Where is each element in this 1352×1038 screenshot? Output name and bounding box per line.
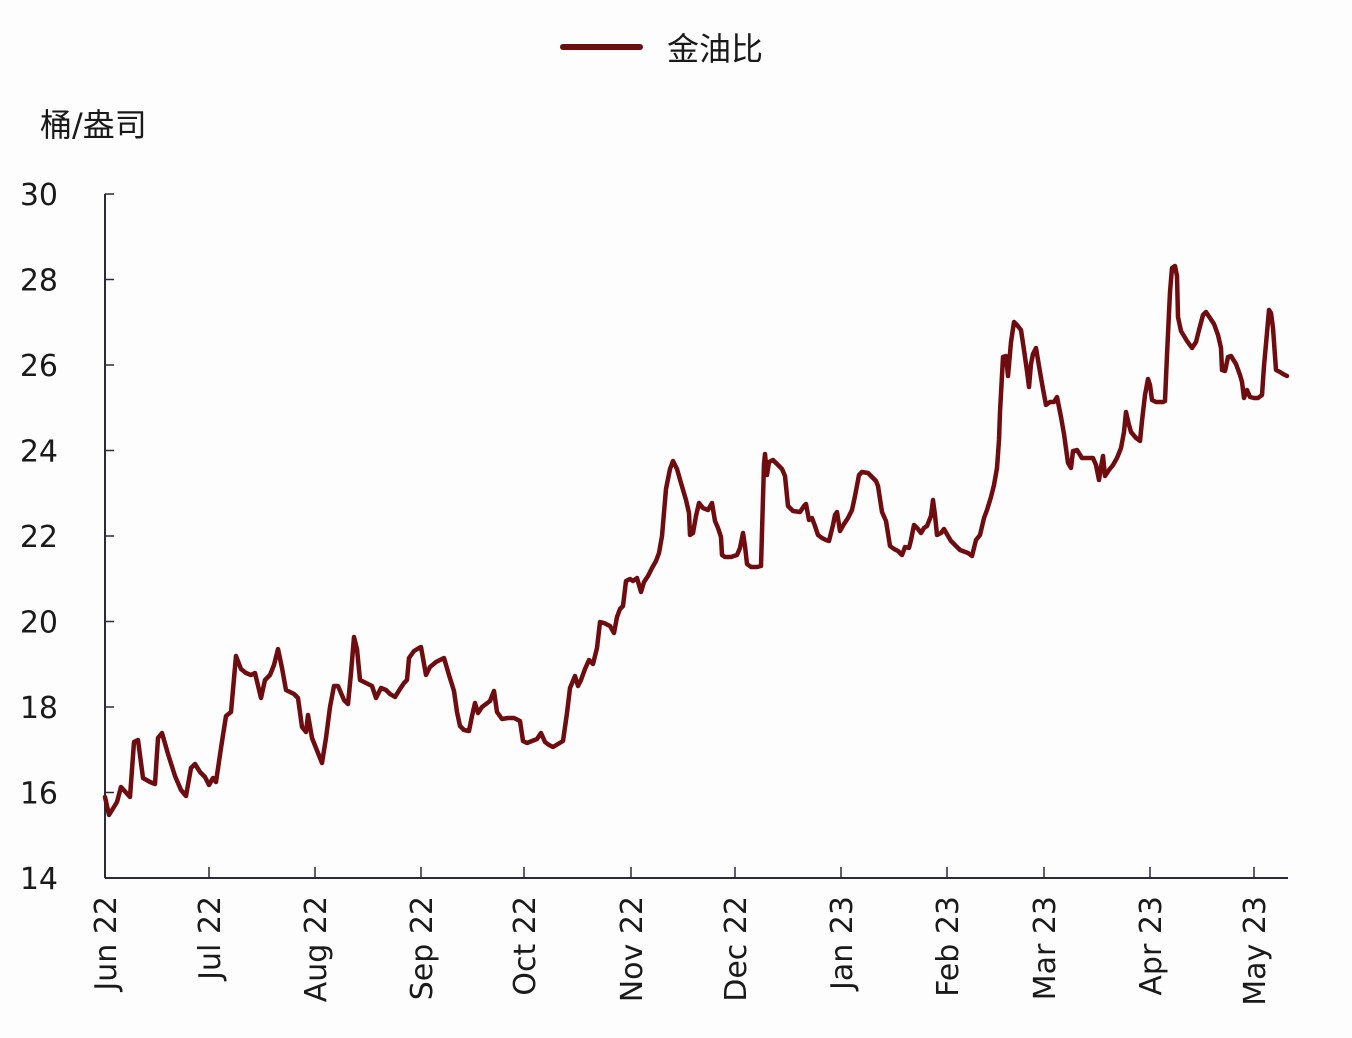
x-tick-label: Nov 22 <box>615 896 650 1002</box>
y-tick-label: 22 <box>20 520 58 555</box>
x-tick-label: Feb 23 <box>931 896 966 997</box>
y-tick-label: 30 <box>20 178 58 213</box>
y-tick-label: 14 <box>20 862 58 897</box>
x-tick-label: Oct 22 <box>508 896 543 996</box>
y-tick-label: 20 <box>20 606 58 641</box>
legend-label: 金油比 <box>667 30 763 68</box>
x-tick-label: Jan 23 <box>825 896 860 992</box>
y-tick-label: 18 <box>20 691 58 726</box>
x-axis-ticks: Jun 22 Jul 22 Aug 22 Sep 22 Oct 22 Nov 22 Dec … <box>89 867 1273 1006</box>
x-tick-label: Dec 22 <box>719 896 754 1002</box>
y-tick-label: 16 <box>20 777 58 812</box>
y-axis-ticks: 14 16 18 20 22 24 26 28 30 <box>20 178 114 897</box>
y-axis-unit-label: 桶/盎司 <box>40 106 147 144</box>
y-tick-label: 24 <box>20 435 58 470</box>
axes <box>104 194 1288 879</box>
x-tick-label: Jul 22 <box>193 896 228 982</box>
x-tick-label: Sep 22 <box>405 896 440 1000</box>
x-tick-label: Mar 23 <box>1028 896 1063 1000</box>
y-tick-label: 26 <box>20 349 58 384</box>
gold-oil-ratio-line <box>102 263 1290 818</box>
x-tick-label: May 23 <box>1238 896 1273 1006</box>
x-tick-label: Apr 23 <box>1134 896 1169 996</box>
y-tick-label: 28 <box>20 264 58 299</box>
x-tick-label: Jun 22 <box>89 896 124 993</box>
x-tick-label: Aug 22 <box>299 896 334 1002</box>
legend: 金油比 <box>560 30 763 68</box>
